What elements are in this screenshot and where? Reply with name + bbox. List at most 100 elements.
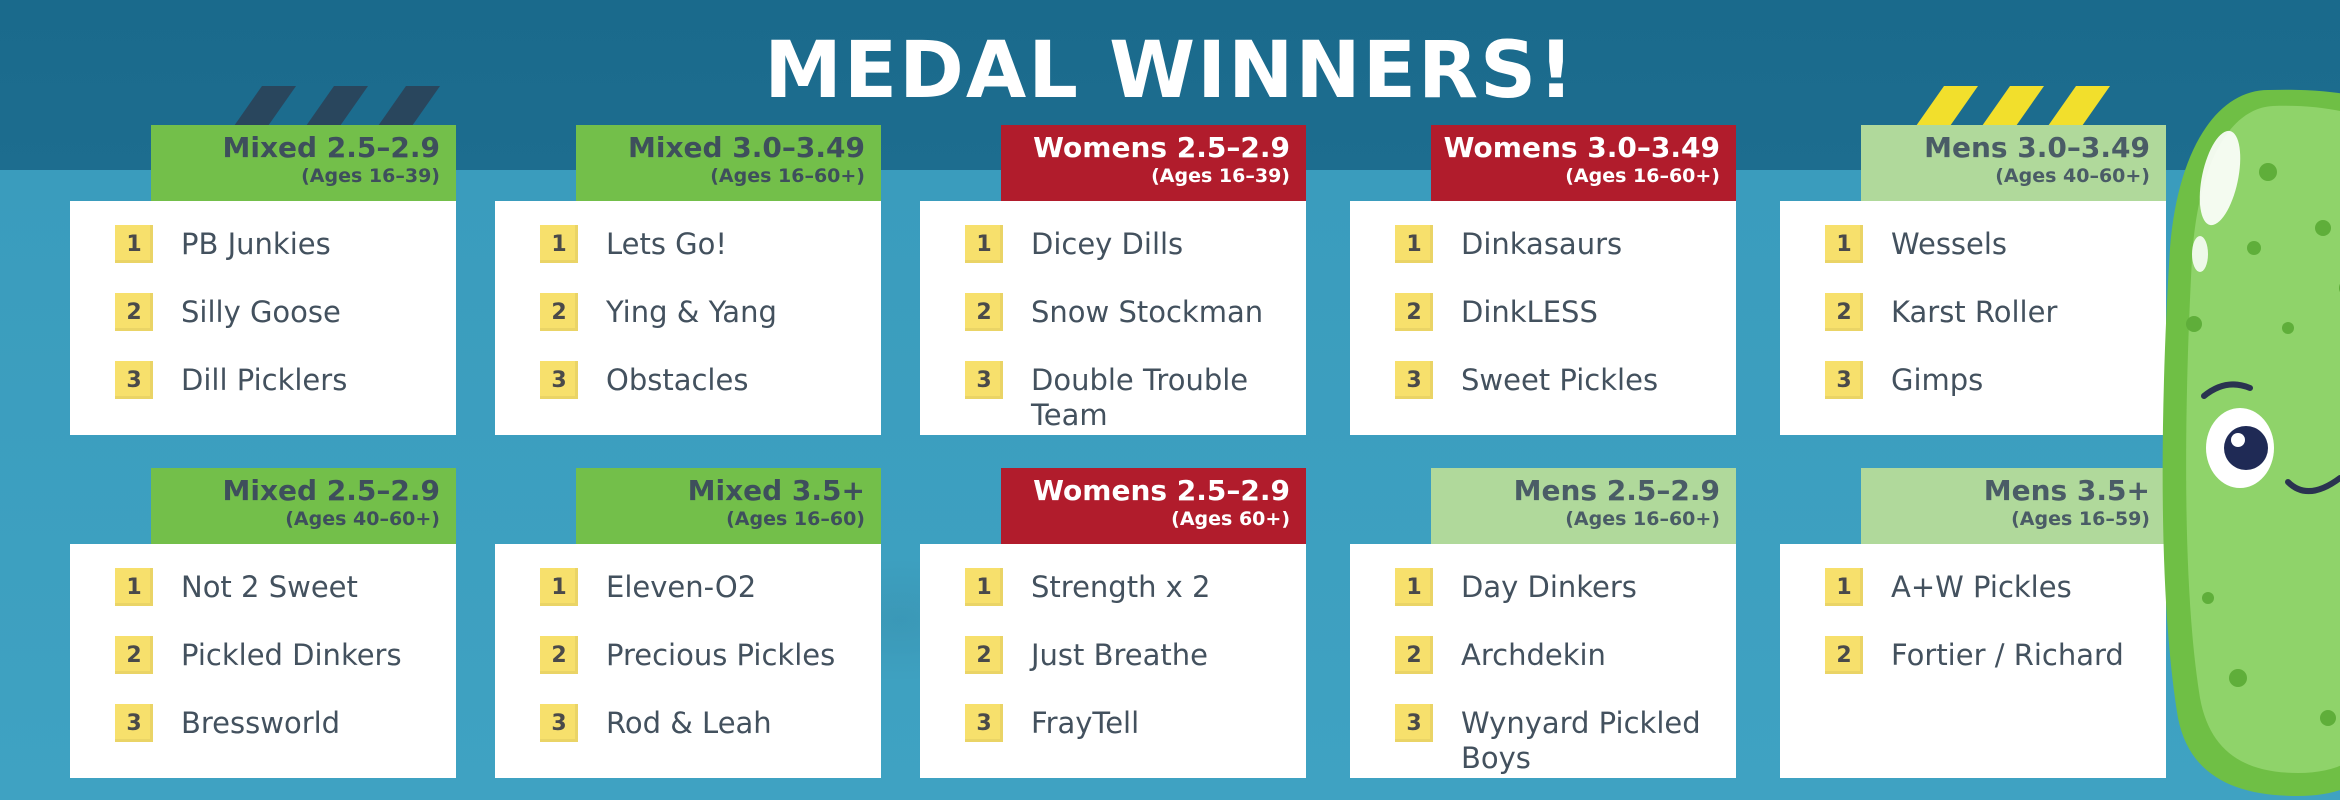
winner-row: 3 Double Trouble Team [965,361,1306,432]
winners-list: 1 Not 2 Sweet 2 Pickled Dinkers 3 Bressworl… [70,544,456,778]
winner-row: 2 Just Breathe [965,636,1306,706]
rank-badge: 2 [115,636,153,674]
team-name: Obstacles [606,363,749,397]
winner-row: 2 Silly Goose [115,293,456,363]
winner-row: 3 Sweet Pickles [1395,361,1736,431]
division-header: Womens 2.5–2.9 (Ages 60+) [1001,468,1306,544]
team-name: Eleven-O2 [606,570,757,604]
division-name: Womens 2.5–2.9 [1033,474,1290,507]
winners-list: 1 Day Dinkers 2 Archdekin 3 Wynyard Pickled… [1350,544,1736,778]
division-ages: (Ages 16–60) [726,508,865,530]
winner-row: 2 Ying & Yang [540,293,881,363]
winner-row: 2 Archdekin [1395,636,1736,706]
division-ages: (Ages 40–60+) [1995,165,2150,187]
team-name: Archdekin [1461,638,1606,672]
division-ages: (Ages 40–60+) [285,508,440,530]
team-name: Just Breathe [1031,638,1209,672]
rank-badge: 1 [540,225,578,263]
winner-row: 2 DinkLESS [1395,293,1736,363]
division-name: Mixed 3.5+ [687,474,865,507]
division-header: Mixed 3.0–3.49 (Ages 16–60+) [576,125,881,201]
winner-row: 1 Lets Go! [540,225,881,295]
division-header: Mixed 3.5+ (Ages 16–60) [576,468,881,544]
winners-list: 1 PB Junkies 2 Silly Goose 3 Dill Picklers [70,201,456,435]
division-ages: (Ages 16–60+) [1565,165,1720,187]
rank-badge: 2 [965,636,1003,674]
division-ages: (Ages 16–39) [1151,165,1290,187]
rank-badge: 1 [1395,568,1433,606]
division-ages: (Ages 60+) [1171,508,1290,530]
team-name: Sweet Pickles [1461,363,1659,397]
rank-badge: 2 [540,293,578,331]
team-name: Wynyard Pickled Boys [1461,706,1701,775]
rank-badge: 1 [115,225,153,263]
division-name: Mixed 2.5–2.9 [222,131,440,164]
rank-badge: 3 [1395,361,1433,399]
rank-badge: 1 [540,568,578,606]
winners-list: 1 Lets Go! 2 Ying & Yang 3 Obstacles [495,201,881,435]
team-name: Ying & Yang [606,295,777,329]
division-name: Mixed 3.0–3.49 [628,131,865,164]
winners-list: 1 Strength x 2 2 Just Breathe 3 FrayTell [920,544,1306,778]
rank-badge: 2 [965,293,1003,331]
rank-badge: 2 [1395,293,1433,331]
division-header: Mens 2.5–2.9 (Ages 16–60+) [1431,468,1736,544]
division-header: Mixed 2.5–2.9 (Ages 40–60+) [151,468,456,544]
rank-badge: 2 [115,293,153,331]
winner-row: 1 Day Dinkers [1395,568,1736,638]
winners-list: 1 Eleven-O2 2 Precious Pickles 3 Rod & Leah [495,544,881,778]
rank-badge: 1 [1825,225,1863,263]
division-header: Womens 3.0–3.49 (Ages 16–60+) [1431,125,1736,201]
team-name: Strength x 2 [1031,570,1211,604]
winners-list: 1 Dinkasaurs 2 DinkLESS 3 Sweet Pickles [1350,201,1736,435]
division-name: Mens 2.5–2.9 [1513,474,1720,507]
team-name: Day Dinkers [1461,570,1637,604]
division-header: Mixed 2.5–2.9 (Ages 16–39) [151,125,456,201]
rank-badge: 1 [1825,568,1863,606]
team-name: Dill Picklers [181,363,348,397]
division-name: Womens 2.5–2.9 [1033,131,1290,164]
rank-badge: 3 [115,361,153,399]
rank-badge: 3 [115,704,153,742]
winner-row: 3 Wynyard Pickled Boys [1395,704,1736,775]
winner-row: 2 Snow Stockman [965,293,1306,363]
division-name: Womens 3.0–3.49 [1443,131,1720,164]
team-name: Gimps [1891,363,1984,397]
winner-row: 3 FrayTell [965,704,1306,774]
division-header: Mens 3.5+ (Ages 16–59) [1861,468,2166,544]
team-name: Not 2 Sweet [181,570,358,604]
rank-badge: 3 [540,361,578,399]
winner-row: 3 Bressworld [115,704,456,774]
division-ages: (Ages 16–60+) [710,165,865,187]
rank-badge: 1 [965,225,1003,263]
team-name: Bressworld [181,706,341,740]
winner-row: 3 Rod & Leah [540,704,881,774]
team-name: PB Junkies [181,227,331,261]
rank-badge: 1 [1395,225,1433,263]
team-name: Fortier / Richard [1891,638,2124,672]
winner-row: 1 PB Junkies [115,225,456,295]
team-name: FrayTell [1031,706,1140,740]
winners-list: 1 Dicey Dills 2 Snow Stockman 3 Double Trou… [920,201,1306,435]
winner-row: 2 Precious Pickles [540,636,881,706]
winner-row: 1 Eleven-O2 [540,568,881,638]
rank-badge: 3 [1825,361,1863,399]
team-name: Dicey Dills [1031,227,1184,261]
division-header: Womens 2.5–2.9 (Ages 16–39) [1001,125,1306,201]
winner-row: 1 Wessels [1825,225,2166,295]
page-title: MEDAL WINNERS! [764,26,1576,116]
winner-row: 1 Dinkasaurs [1395,225,1736,295]
winner-row: 1 Not 2 Sweet [115,568,456,638]
rank-badge: 3 [540,704,578,742]
team-name: Dinkasaurs [1461,227,1623,261]
rank-badge: 2 [540,636,578,674]
division-name: Mens 3.0–3.49 [1924,131,2150,164]
team-name: Lets Go! [606,227,728,261]
winner-row: 1 Strength x 2 [965,568,1306,638]
winner-row: 2 Pickled Dinkers [115,636,456,706]
division-name: Mens 3.5+ [1983,474,2150,507]
winner-row: 1 A+W Pickles [1825,568,2166,638]
winner-row: 3 Obstacles [540,361,881,431]
team-name: Precious Pickles [606,638,836,672]
rank-badge: 3 [965,704,1003,742]
